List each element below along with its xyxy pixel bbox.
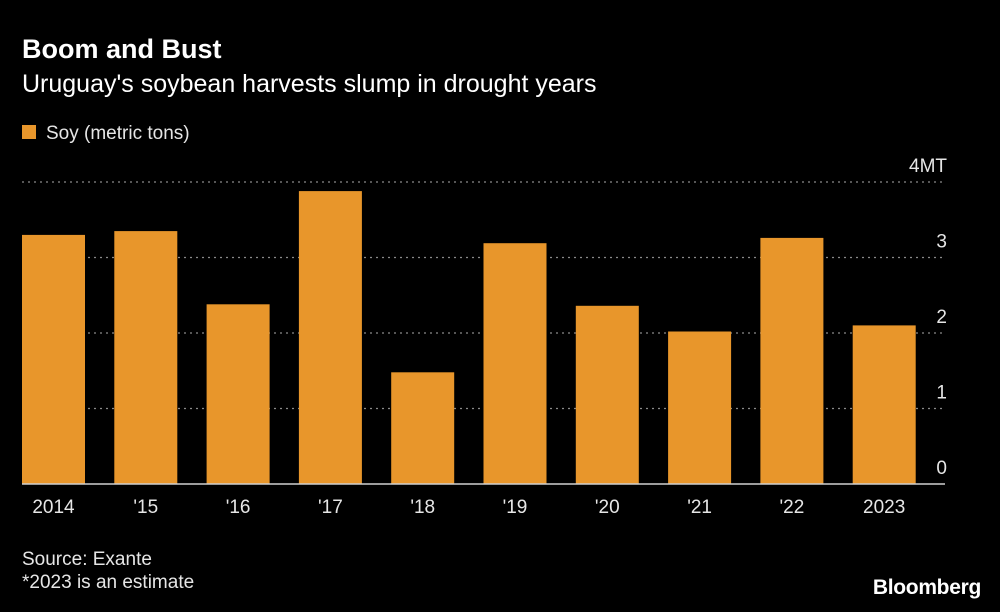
y-axis-ticks: 0 1 2 3 4MT	[909, 156, 947, 479]
bar	[668, 331, 732, 484]
chart-subtitle: Uruguay's soybean harvests slump in drou…	[22, 70, 597, 98]
x-tick-label: '16	[226, 497, 251, 518]
bars	[22, 191, 916, 484]
y-tick-label: 4MT	[909, 156, 947, 177]
bar	[483, 243, 547, 484]
x-tick-label: '20	[595, 497, 620, 518]
bloomberg-logo: Bloomberg	[873, 576, 981, 599]
legend: Soy (metric tons)	[22, 123, 190, 144]
bar	[760, 237, 824, 484]
x-tick-label: 2023	[863, 497, 905, 518]
y-tick-label: 3	[936, 232, 947, 253]
y-tick-label: 0	[936, 458, 947, 479]
chart-title: Boom and Bust	[22, 34, 222, 64]
y-tick-label: 1	[936, 383, 947, 404]
x-tick-label: 2014	[32, 497, 75, 518]
estimate-note: *2023 is an estimate	[22, 572, 194, 593]
source-note: Source: Exante	[22, 549, 152, 570]
legend-swatch	[22, 125, 36, 139]
bar	[575, 305, 639, 484]
x-tick-label: '15	[133, 497, 158, 518]
bar	[298, 191, 362, 484]
x-tick-label: '22	[780, 497, 805, 518]
bar	[206, 304, 270, 484]
bar	[391, 372, 455, 484]
x-tick-label: '21	[687, 497, 712, 518]
bar	[22, 234, 85, 484]
bar	[114, 231, 178, 484]
y-tick-label: 2	[936, 307, 947, 328]
x-tick-label: '17	[318, 497, 343, 518]
x-axis-ticks: 2014 '15 '16 '17 '18 '19 '20 '21 '22 2023	[32, 497, 905, 518]
legend-label: Soy (metric tons)	[46, 123, 190, 144]
x-tick-label: '19	[503, 497, 528, 518]
x-tick-label: '18	[410, 497, 435, 518]
bar	[852, 325, 916, 484]
